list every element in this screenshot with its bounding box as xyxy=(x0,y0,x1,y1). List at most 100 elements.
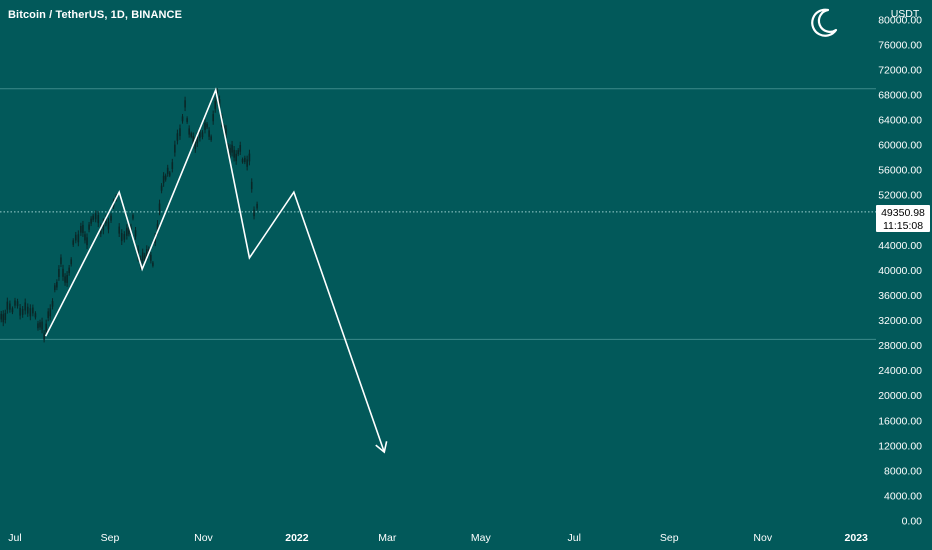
candle-body xyxy=(239,145,242,152)
candle-body xyxy=(246,159,248,167)
candle-body xyxy=(248,153,251,162)
candle-body xyxy=(120,233,123,242)
candle-body xyxy=(176,133,179,141)
candle-body xyxy=(88,224,90,230)
candle-body xyxy=(68,267,70,274)
price-tick-label: 24000.00 xyxy=(878,365,922,377)
price-series xyxy=(0,88,258,343)
price-tick-label: 12000.00 xyxy=(878,440,922,452)
candle-body xyxy=(204,122,206,130)
candle-body xyxy=(190,133,193,137)
price-tick-label: 36000.00 xyxy=(878,290,922,302)
candle-body xyxy=(212,114,214,122)
price-tick-label: 20000.00 xyxy=(878,390,922,402)
projection-line[interactable] xyxy=(44,87,386,453)
price-tick-label: 28000.00 xyxy=(878,340,922,352)
candle-body xyxy=(196,135,199,144)
candle-body xyxy=(152,262,154,266)
candle-body xyxy=(45,323,47,332)
candle-body xyxy=(84,234,86,241)
candle-body xyxy=(148,248,150,253)
candle-body xyxy=(179,128,181,137)
candle-body xyxy=(37,323,39,329)
price-tick-label: 64000.00 xyxy=(878,115,922,127)
time-tick-label: Sep xyxy=(101,532,120,544)
currency-label: USDT xyxy=(891,8,920,20)
candle-body xyxy=(186,118,188,122)
candle-body xyxy=(11,308,14,313)
candle-body xyxy=(194,140,197,149)
time-tick-label: Jul xyxy=(8,532,21,544)
theme-toggle-button[interactable] xyxy=(804,4,842,42)
candle-body xyxy=(233,149,235,158)
candle-body xyxy=(123,234,126,240)
projection-drawing[interactable] xyxy=(44,87,388,454)
price-tick-label: 76000.00 xyxy=(878,39,922,51)
price-axis[interactable]: 0.00 4000.00 8000.00 12000.00 16000.00 20000.… xyxy=(878,14,922,527)
candle-body xyxy=(227,144,229,149)
crescent-moon-icon xyxy=(811,8,838,37)
price-tick-label: 72000.00 xyxy=(878,64,922,76)
price-tick-label: 40000.00 xyxy=(878,265,922,277)
time-tick-label: 2023 xyxy=(845,532,869,544)
candle-body xyxy=(24,302,27,311)
candle-body xyxy=(145,249,148,257)
price-tick-label: 32000.00 xyxy=(878,315,922,327)
candle-body xyxy=(60,257,62,264)
candle-body xyxy=(156,223,159,232)
candle-body xyxy=(171,162,174,170)
candle-body xyxy=(92,215,94,220)
candle-body xyxy=(128,229,130,235)
time-axis[interactable]: Jul Sep Nov 2022 Mar May Jul Sep Nov 2023 xyxy=(8,532,868,544)
price-tick-label: 8000.00 xyxy=(884,465,922,477)
candle-body xyxy=(0,313,3,320)
candle-body xyxy=(66,275,68,283)
candle-body xyxy=(208,130,210,137)
price-tick-label: 80000.00 xyxy=(878,14,922,26)
price-tick-label: 0.00 xyxy=(902,516,923,528)
candle-body xyxy=(210,136,212,141)
candle-body xyxy=(126,228,128,236)
candle-body xyxy=(80,226,82,233)
symbol-title[interactable]: Bitcoin / TetherUS, 1D, BINANCE xyxy=(8,9,183,21)
candle-body xyxy=(105,217,107,224)
candle-body xyxy=(168,172,171,176)
candle-body xyxy=(214,100,217,109)
time-tick-label: Nov xyxy=(753,532,772,544)
price-tick-label: 16000.00 xyxy=(878,415,922,427)
candle-body xyxy=(244,157,246,163)
candle-body xyxy=(166,167,169,174)
candle-body xyxy=(51,301,54,307)
time-tick-label: Jul xyxy=(568,532,581,544)
time-tick-label: May xyxy=(471,532,492,544)
candle-body xyxy=(2,314,5,323)
candle-body xyxy=(160,185,163,191)
price-tick-label: 52000.00 xyxy=(878,190,922,202)
candle-body xyxy=(241,159,244,163)
candle-body xyxy=(181,116,184,122)
candle-body xyxy=(206,123,208,128)
candle-body xyxy=(256,203,258,209)
candle-body xyxy=(158,203,161,212)
candle-body xyxy=(72,240,75,245)
candle-body xyxy=(41,321,43,330)
candle-body xyxy=(102,222,105,231)
candle-body xyxy=(141,252,144,261)
candle-body xyxy=(235,153,237,162)
projection-arrowhead[interactable] xyxy=(375,441,388,454)
candle-body xyxy=(6,301,9,310)
candle-body xyxy=(32,307,34,314)
price-tick-label: 56000.00 xyxy=(878,165,922,177)
last-price-label: 49350.98 11:15:08 xyxy=(876,205,930,232)
candle-body xyxy=(9,303,11,310)
candle-body xyxy=(62,268,64,277)
candle-body xyxy=(86,237,88,246)
candle-body xyxy=(39,322,41,328)
candle-body xyxy=(218,99,221,107)
candle-body xyxy=(110,215,112,221)
candle-body xyxy=(82,224,84,233)
candle-body xyxy=(100,226,102,234)
candle-body xyxy=(94,213,97,220)
